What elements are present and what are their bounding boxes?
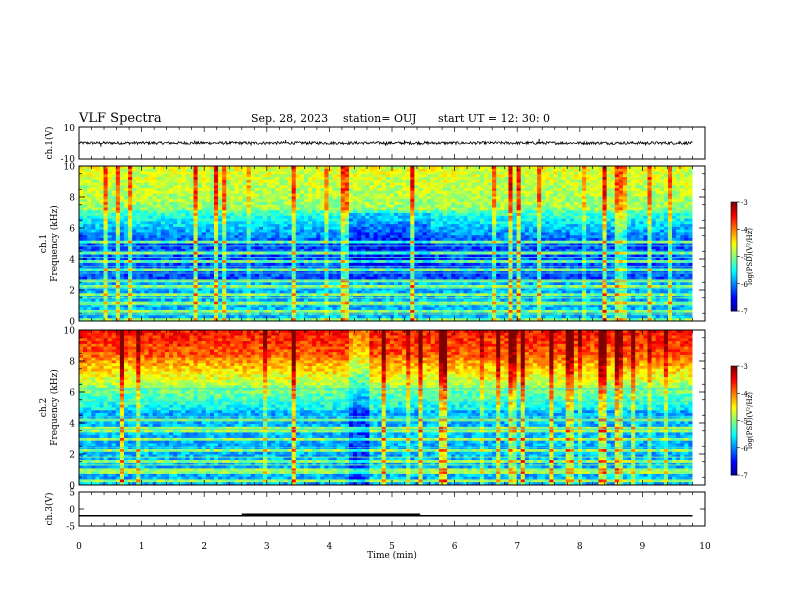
y-tick-label: 4 [69,420,75,430]
figure-title: VLF Spectra [79,111,162,126]
y-tick-label: 0 [69,318,75,328]
spectrogram-2 [79,330,705,486]
colorbar-tick-label: -5 [741,254,748,262]
start-time-label: start UT = 12: 30: 0 [438,112,551,125]
colorbar-tick-label: -6 [741,445,748,453]
x-tick-label: 4 [327,542,333,552]
colorbar-tick-label: -3 [741,199,748,207]
y-tick-label: 4 [69,256,75,266]
y-tick-label: 0 [69,506,75,516]
x-tick-label: 10 [699,542,711,552]
y-axis-label: ch.1 [39,234,49,253]
x-tick-label: 3 [264,542,270,552]
y-tick-label: 2 [69,287,75,297]
x-tick-label: 7 [514,542,520,552]
x-tick-label: 0 [76,542,82,552]
colorbar-tick-label: -7 [741,308,748,316]
x-tick-label: 9 [640,542,646,552]
x-tick-label: 6 [452,542,458,552]
y-axis-label: ch.1(V) [44,127,55,160]
y-tick-label: 0 [69,482,75,492]
colorbar-label: log(PSD)(V²/Hz) [746,392,754,449]
colorbar-tick-label: -5 [741,418,748,426]
y-tick-label: -10 [61,155,76,165]
y-tick-label: 10 [64,163,76,173]
colorbar-label: log(PSD)(V²/Hz) [746,228,754,285]
station-label: station= OUJ [343,112,417,125]
colorbar-tick-label: -7 [741,472,748,480]
y-tick-label: 5 [69,489,75,499]
x-axis-label: Time (min) [367,550,417,561]
y-axis-label: Frequency (kHz) [49,369,60,446]
y-tick-label: 8 [69,194,75,204]
y-tick-label: -5 [66,523,75,533]
colorbar-tick-label: -4 [741,226,748,234]
y-tick-label: 10 [64,124,76,134]
y-tick-label: 2 [69,451,75,461]
y-axis-label: ch.3(V) [44,493,55,526]
colorbar-tick-label: -3 [741,363,748,371]
y-tick-label: 8 [69,358,75,368]
spectrogram-1 [79,166,705,322]
y-tick-label: 10 [64,327,76,337]
y-axis-label: Frequency (kHz) [49,205,60,282]
x-tick-label: 5 [389,542,395,552]
x-tick-label: 8 [577,542,583,552]
y-tick-label: 6 [69,389,75,399]
panel-frame [78,491,706,527]
x-tick-label: 2 [201,542,207,552]
x-tick-label: 1 [139,542,145,552]
date-label: Sep. 28, 2023 [251,112,329,125]
colorbar-tick-label: -4 [741,390,748,398]
y-axis-label: ch.2 [39,398,49,417]
colorbar-tick-label: -6 [741,281,748,289]
y-tick-label: 6 [69,225,75,235]
